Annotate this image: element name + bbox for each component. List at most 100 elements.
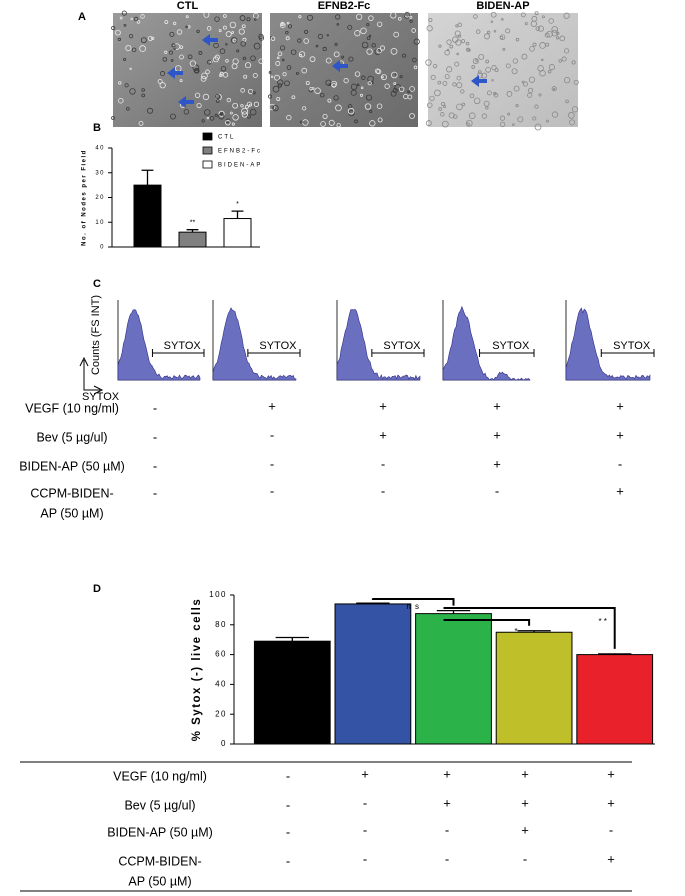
- cell-speck: [179, 79, 183, 83]
- cell-speck: [485, 66, 491, 73]
- cell-speck: [467, 48, 471, 52]
- error-bar: [231, 210, 244, 219]
- cell-speck: [527, 92, 533, 98]
- cell-speck: [485, 59, 490, 64]
- bar: [253, 640, 331, 745]
- cell-speck: [201, 72, 208, 80]
- cell-speck: [246, 101, 253, 107]
- cell-speck: [274, 74, 280, 81]
- cell-speck: [469, 93, 475, 99]
- treatment-label: VEGF (10 ng/ml): [25, 401, 119, 415]
- cell-speck: [170, 59, 174, 62]
- y-tick-label: 20: [95, 195, 105, 201]
- cell-speck: [348, 56, 354, 62]
- cell-speck: [276, 56, 280, 60]
- cell-speck: [537, 25, 545, 32]
- cell-speck: [563, 12, 570, 19]
- cell-speck: [282, 72, 287, 77]
- cell-speck: [511, 68, 518, 75]
- cell-speck: [270, 75, 274, 79]
- cell-speck: [521, 80, 525, 84]
- cell-speck: [466, 122, 470, 126]
- cell-speck: [179, 45, 184, 49]
- y-axis-label: No. of Nodes per Field: [82, 149, 88, 246]
- cell-speck: [198, 51, 203, 55]
- treatment-sign: +: [379, 427, 387, 442]
- cell-speck: [561, 56, 567, 62]
- cell-speck: [229, 111, 233, 115]
- cell-speck: [361, 75, 366, 80]
- cell-speck: [456, 82, 463, 89]
- cell-speck: [118, 97, 124, 104]
- cell-speck: [250, 55, 256, 61]
- treatment-sign: +: [607, 766, 615, 781]
- legend-label: CTL: [218, 135, 235, 141]
- cell-speck: [354, 119, 358, 124]
- error-bar: [356, 602, 390, 604]
- cell-speck: [425, 120, 432, 127]
- cell-speck: [124, 83, 129, 88]
- cell-speck: [336, 23, 340, 26]
- cell-speck: [336, 123, 341, 128]
- cell-speck: [280, 21, 285, 27]
- cell-speck: [502, 47, 506, 51]
- cell-speck: [331, 83, 337, 88]
- cell-speck: [303, 38, 309, 44]
- cell-speck: [507, 112, 511, 116]
- cell-speck: [449, 44, 454, 49]
- cell-speck: [232, 102, 239, 109]
- cell-speck: [490, 11, 497, 18]
- cell-speck: [403, 12, 411, 19]
- cell-speck: [368, 34, 372, 38]
- cell-speck: [111, 116, 115, 120]
- cell-speck: [559, 35, 566, 42]
- cell-speck: [476, 72, 483, 79]
- cell-speck: [371, 43, 376, 48]
- cell-speck: [258, 33, 264, 40]
- cell-speck: [147, 107, 154, 114]
- cell-speck: [569, 119, 576, 126]
- cell-speck: [123, 57, 127, 61]
- treatment-sign: +: [521, 795, 529, 810]
- error-bar: [517, 630, 551, 633]
- cell-speck: [117, 37, 121, 42]
- cell-speck: [434, 89, 441, 97]
- cell-speck: [164, 50, 168, 54]
- cell-speck: [551, 111, 559, 118]
- treatment-label: Bev (5 µg/ul): [36, 430, 107, 444]
- cell-speck: [483, 33, 490, 40]
- treatment-label: BIDEN-AP (50 µM): [19, 459, 125, 473]
- cell-speck: [475, 58, 479, 62]
- cell-speck: [532, 116, 537, 121]
- error-bar: [275, 636, 309, 642]
- cell-speck: [206, 116, 210, 120]
- cell-speck: [281, 58, 285, 62]
- treatment-sign: +: [443, 766, 451, 781]
- cell-speck: [328, 83, 332, 86]
- cell-speck: [407, 90, 411, 94]
- significance: **: [190, 220, 196, 227]
- cell-speck: [141, 93, 146, 98]
- cell-speck: [468, 112, 476, 120]
- treatment-label: Bev (5 µg/ul): [124, 798, 195, 812]
- cell-speck: [287, 24, 293, 29]
- cell-speck: [360, 27, 367, 35]
- cell-speck: [535, 26, 541, 31]
- cell-speck: [506, 91, 513, 97]
- significance: *: [515, 627, 518, 636]
- cell-speck: [571, 60, 576, 65]
- cell-speck: [214, 113, 218, 117]
- cell-speck: [356, 83, 360, 87]
- cell-speck: [428, 18, 433, 23]
- cell-speck: [270, 36, 276, 41]
- cell-speck: [284, 80, 290, 87]
- cell-speck: [252, 91, 256, 95]
- cell-speck: [551, 26, 559, 33]
- cell-speck: [456, 75, 462, 81]
- treatment-sign: -: [153, 400, 157, 415]
- cell-speck: [534, 11, 539, 16]
- gate-label: SYTOX: [613, 340, 651, 352]
- cell-speck: [571, 106, 579, 113]
- treatment-sign: -: [153, 429, 157, 444]
- cell-speck: [123, 23, 127, 27]
